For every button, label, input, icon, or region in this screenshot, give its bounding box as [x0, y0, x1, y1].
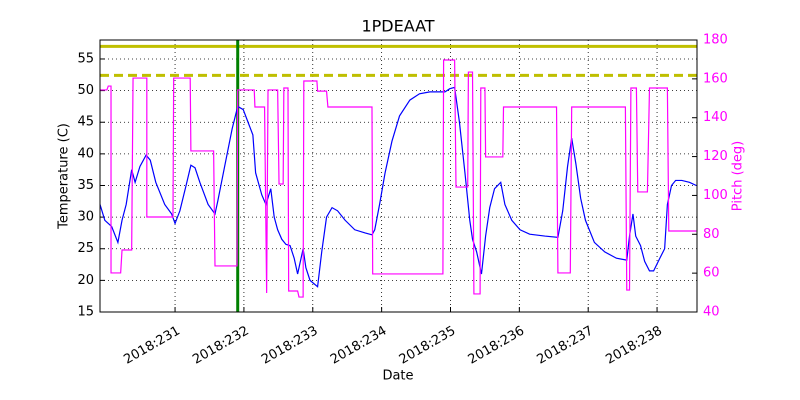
x-tick-label: 2018:237 — [535, 324, 596, 368]
y-tick-label: 25 — [77, 241, 94, 256]
y-tick-label: 20 — [77, 273, 94, 288]
y2-tick-label: 120 — [703, 149, 728, 164]
y-tick-label: 45 — [77, 115, 94, 130]
x-tick-label: 2018:238 — [603, 324, 664, 368]
y2-tick-label: 180 — [703, 33, 728, 48]
y-tick-label: 55 — [77, 51, 94, 66]
y-tick-label: 35 — [77, 178, 94, 193]
y-tick-label: 50 — [77, 83, 94, 98]
y2-tick-label: 40 — [703, 305, 720, 320]
y2-tick-label: 60 — [703, 266, 720, 281]
y2-axis-label: Pitch (deg) — [731, 141, 746, 211]
y2-tick-label: 80 — [703, 227, 720, 242]
x-tick-label: 2018:235 — [397, 324, 458, 368]
y2-tick-label: 140 — [703, 110, 728, 125]
x-tick-label: 2018:234 — [328, 324, 389, 368]
y2-tick-label: 100 — [703, 188, 728, 203]
chart-title: 1PDEAAT — [361, 17, 434, 36]
y-axis-label: Temperature (C) — [57, 123, 72, 230]
x-tick-label: 2018:236 — [466, 324, 527, 368]
y-tick-label: 40 — [77, 146, 94, 161]
y-tick-label: 30 — [77, 210, 94, 225]
x-tick-label: 2018:231 — [121, 324, 182, 368]
x-axis-label: Date — [382, 369, 413, 384]
series-line — [100, 59, 697, 298]
plot-frame — [99, 39, 698, 313]
series-line — [99, 86, 697, 288]
x-tick-label: 2018:233 — [259, 324, 320, 368]
y2-tick-label: 160 — [703, 71, 728, 86]
x-tick-label: 2018:232 — [190, 324, 251, 368]
y-tick-label: 15 — [77, 305, 94, 320]
